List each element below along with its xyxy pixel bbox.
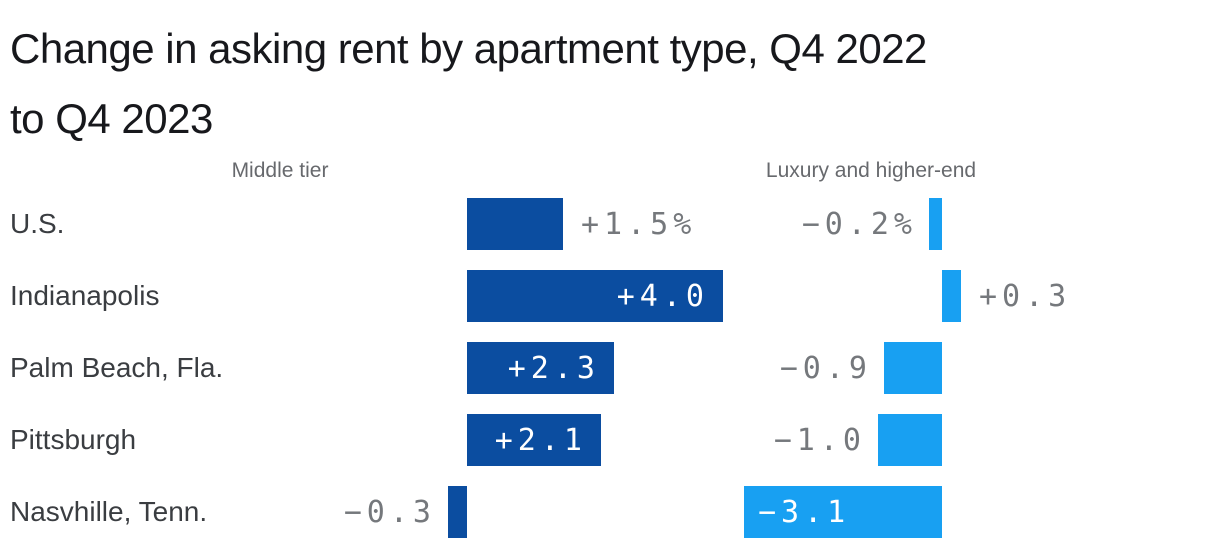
row-label: Indianapolis <box>10 280 160 311</box>
bar-luxury <box>884 342 942 394</box>
value-label: +2.1 <box>494 423 587 458</box>
value-label: +1.5% <box>581 207 697 242</box>
row-label: U.S. <box>10 208 65 239</box>
bar-middle-tier <box>448 486 467 538</box>
value-label: −0.2% <box>801 207 917 242</box>
row-label: Pittsburgh <box>10 424 137 455</box>
bar-luxury <box>744 486 942 538</box>
value-label: −0.9 <box>779 351 872 386</box>
row-label: Palm Beach, Fla. <box>10 352 224 383</box>
bar-middle-tier <box>467 342 614 394</box>
bar-middle-tier <box>467 198 563 250</box>
value-label: +4.0 <box>616 279 709 314</box>
bar-middle-tier <box>467 414 601 466</box>
value-label: −3.1 <box>758 495 851 530</box>
value-label: −1.0 <box>773 423 866 458</box>
chart-title-line-1: Change in asking rent by apartment type,… <box>10 25 927 72</box>
bar-luxury <box>942 270 961 322</box>
bar-middle-tier <box>467 270 723 322</box>
row-label: Nasvhille, Tenn. <box>10 496 208 527</box>
value-label: −0.3 <box>343 495 436 530</box>
column-header-middle-tier: Middle tier <box>231 159 329 182</box>
chart-title-line-2: to Q4 2023 <box>10 95 213 142</box>
column-header-luxury-and-higher-end: Luxury and higher-end <box>765 159 977 182</box>
value-label: +2.3 <box>507 351 600 386</box>
bar-luxury <box>929 198 942 250</box>
bar-luxury <box>878 414 942 466</box>
value-label: +0.3 <box>979 279 1072 314</box>
chart-title: Change in asking rent by apartment type,… <box>10 14 1210 154</box>
